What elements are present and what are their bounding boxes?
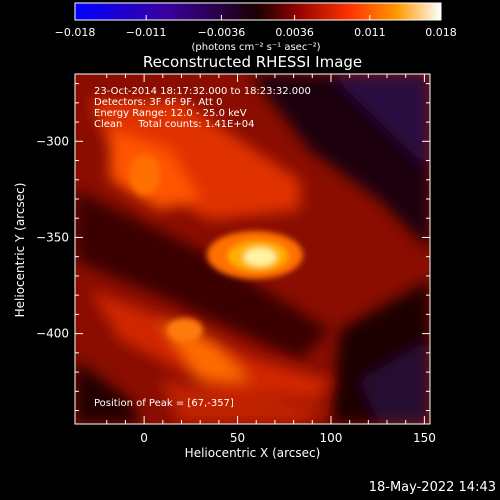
annotation-energy-range: Energy Range: 12.0 - 25.0 keV (94, 108, 247, 119)
y-axis-title: Heliocentric Y (arcsec) (13, 182, 27, 318)
colorbar-ticks: −0.018 −0.011 −0.0036 0.0036 0.011 0.018 (55, 15, 457, 39)
colorbar-tick-label: 0.0036 (275, 26, 314, 39)
colorbar-svg: −0.018 −0.011 −0.0036 0.0036 0.011 0.018 (pho… (55, 2, 457, 53)
x-tick-label: 100 (320, 431, 343, 445)
footer-timestamp: 18-May-2022 14:43 (368, 480, 496, 495)
y-tick-label: −300 (36, 134, 69, 148)
annotation-clean-counts: Clean Total counts: 1.41E+04 (94, 119, 255, 130)
x-tick-label: 50 (230, 431, 245, 445)
colorbar-unit-label: (photons cm⁻² s⁻¹ asec⁻²) (191, 42, 320, 53)
colorbar-tick-label: 0.011 (354, 26, 386, 39)
plot-frame (74, 73, 431, 425)
peak-position-label: Position of Peak = [67,-357] (94, 398, 234, 409)
colorbar-tick-label: −0.011 (126, 26, 167, 39)
axis-ticks: 0 50 100 150 −300 −350 −400 (36, 74, 436, 445)
colorbar-tick-label: −0.0036 (198, 26, 246, 39)
colorbar-gradient (74, 2, 442, 21)
info-box: 23-Oct-2014 18:17:32.000 to 18:23:32.000… (94, 86, 311, 130)
x-tick-label: 0 (140, 431, 148, 445)
colorbar-tick-label: 0.018 (425, 26, 457, 39)
colorbar: −0.018 −0.011 −0.0036 0.0036 0.011 0.018 (pho… (0, 0, 500, 60)
annotation-detectors: Detectors: 3F 6F 9F, Att 0 (94, 97, 223, 108)
heatmap-image (75, 74, 430, 424)
y-tick-label: −400 (36, 327, 69, 341)
chart-title: Reconstructed RHESSI Image (142, 53, 363, 71)
annotation-time-range: 23-Oct-2014 18:17:32.000 to 18:23:32.000 (94, 86, 311, 97)
x-axis-title: Heliocentric X (arcsec) (184, 446, 321, 460)
x-tick-label: 150 (413, 431, 436, 445)
y-tick-label: −350 (36, 230, 69, 244)
colorbar-tick-label: −0.018 (55, 26, 96, 39)
